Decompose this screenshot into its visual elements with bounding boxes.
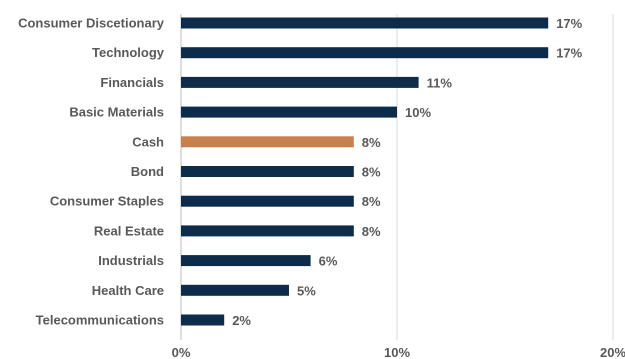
category-label-health-care: Health Care <box>92 283 164 298</box>
category-label-industrials: Industrials <box>98 253 164 268</box>
value-label-cash: 8% <box>362 135 381 150</box>
category-label-real-estate: Real Estate <box>94 223 164 238</box>
category-label-basic-materials: Basic Materials <box>69 105 164 120</box>
value-label-industrials: 6% <box>319 254 338 269</box>
category-label-bond: Bond <box>131 164 164 179</box>
category-labels: Consumer Discetionary Technology Financial… <box>18 16 165 328</box>
category-label-technology: Technology <box>92 45 165 60</box>
value-labels: 17% 17% 11% 10% 8% 8% 8% 8% 6%5% 2% <box>232 16 582 328</box>
bar-financials <box>181 76 419 88</box>
bar-real-estate <box>181 225 354 237</box>
x-tick-label-0: 0% <box>172 345 191 359</box>
bar-industrials <box>181 255 311 267</box>
value-label-health-care: 5% <box>297 283 316 298</box>
value-label-real-estate: 8% <box>362 224 381 239</box>
value-label-telecommunications: 2% <box>232 313 251 328</box>
bar-technology <box>181 47 549 59</box>
value-label-financials: 11% <box>427 75 453 90</box>
value-label-technology: 17% <box>556 46 582 61</box>
value-label-consumer-discetionary: 17% <box>556 16 582 31</box>
bar-basic-materials <box>181 106 397 118</box>
category-label-consumer-staples: Consumer Staples <box>50 194 164 209</box>
category-label-consumer-discetionary: Consumer Discetionary <box>18 16 165 31</box>
category-label-cash: Cash <box>132 134 164 149</box>
x-axis-tick-labels: 0% 10% 20% <box>172 345 625 359</box>
category-label-telecommunications: Telecommunications <box>36 313 164 328</box>
bar-health-care <box>181 284 289 296</box>
bar-telecommunications <box>181 314 225 326</box>
value-label-consumer-staples: 8% <box>362 194 381 209</box>
bars <box>181 17 549 326</box>
bar-consumer-staples <box>181 195 354 207</box>
x-tick-label-20: 20% <box>600 345 625 359</box>
category-label-financials: Financials <box>100 75 164 90</box>
bar-consumer-discetionary <box>181 17 549 29</box>
bar-cash <box>181 136 354 148</box>
value-label-basic-materials: 10% <box>405 105 431 120</box>
bar-bond <box>181 166 354 177</box>
x-tick-label-10: 10% <box>384 345 410 359</box>
value-label-bond: 8% <box>362 165 381 180</box>
